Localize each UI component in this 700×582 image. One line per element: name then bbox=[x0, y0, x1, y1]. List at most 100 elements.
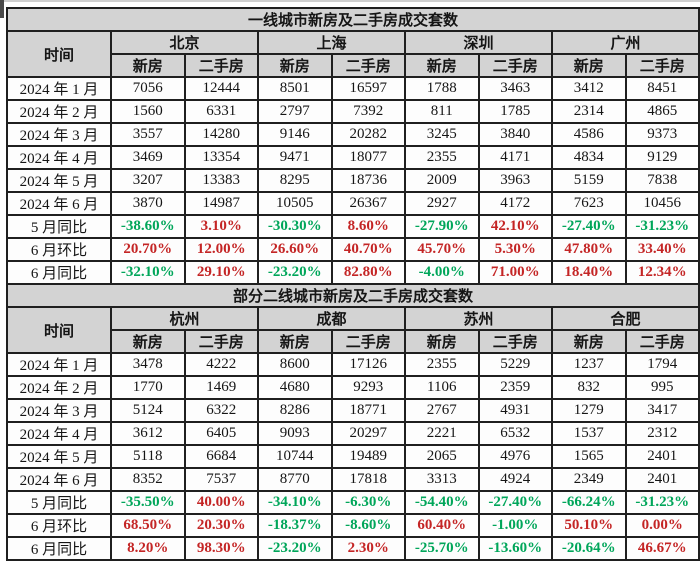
transaction-count-cell: 832 bbox=[551, 375, 627, 400]
transaction-count-cell: 12444 bbox=[183, 76, 259, 101]
transaction-count-cell: 995 bbox=[624, 375, 700, 400]
percentage-cell: -6.30% bbox=[330, 490, 406, 515]
month-data-row: 2024 年 2 月 1770 1469 4680 9293 1106 2359 832 995 bbox=[6, 375, 700, 400]
percentage-cell: -31.23% bbox=[624, 490, 700, 515]
transaction-count-cell: 2767 bbox=[404, 398, 480, 423]
percentage-cell: 42.10% bbox=[477, 214, 553, 239]
transaction-count-cell: 5124 bbox=[110, 398, 186, 423]
transaction-count-cell: 3557 bbox=[110, 122, 186, 147]
percentage-cell: -30.30% bbox=[257, 214, 333, 239]
percentage-row: 6 月环比 68.50% 20.30% -18.37% -8.60% 60.40% -1.0… bbox=[6, 513, 700, 538]
transaction-count-cell: 9146 bbox=[257, 122, 333, 147]
percentage-cell: -66.24% bbox=[551, 490, 627, 515]
transaction-count-cell: 2401 bbox=[624, 467, 700, 492]
percentage-cell: 45.70% bbox=[404, 237, 480, 262]
month-data-row: 2024 年 5 月 3207 13383 8295 18736 2009 3963 5159… bbox=[6, 168, 700, 193]
subheader-new-home: 新房 bbox=[110, 53, 186, 78]
percentage-cell: -54.40% bbox=[404, 490, 480, 515]
subheader-new-home: 新房 bbox=[551, 53, 627, 78]
transaction-count-cell: 8286 bbox=[257, 398, 333, 423]
percentage-cell: 18.40% bbox=[551, 260, 627, 285]
transaction-count-cell: 3412 bbox=[551, 76, 627, 101]
percentage-cell: 47.80% bbox=[551, 237, 627, 262]
subheader-resale-home: 二手房 bbox=[477, 329, 553, 354]
percentage-cell: -23.20% bbox=[257, 260, 333, 285]
transaction-count-cell: 1560 bbox=[110, 99, 186, 124]
percentage-cell: -8.60% bbox=[330, 513, 406, 538]
percentage-cell: 12.34% bbox=[624, 260, 700, 285]
transaction-count-cell: 3612 bbox=[110, 421, 186, 446]
month-label: 2024 年 6 月 bbox=[6, 191, 112, 216]
transaction-count-cell: 2349 bbox=[551, 467, 627, 492]
transaction-count-cell: 2355 bbox=[404, 352, 480, 377]
percentage-cell: -18.37% bbox=[257, 513, 333, 538]
transaction-count-cell: 4931 bbox=[477, 398, 553, 423]
transaction-count-cell: 4924 bbox=[477, 467, 553, 492]
transaction-count-cell: 1785 bbox=[477, 99, 553, 124]
percentage-cell: -23.20% bbox=[257, 536, 333, 561]
city-header-shenzhen: 深圳 bbox=[404, 30, 553, 55]
subheader-resale-home: 二手房 bbox=[183, 53, 259, 78]
month-data-row: 2024 年 4 月 3612 6405 9093 20297 2221 6532 1537 2… bbox=[6, 421, 700, 446]
table-title-row: 部分二线城市新房及二手房成交套数 bbox=[6, 283, 700, 308]
table-title-row: 一线城市新房及二手房成交套数 bbox=[5, 7, 700, 32]
percentage-cell: 0.00% bbox=[624, 513, 700, 538]
month-data-row: 2024 年 3 月 3557 14280 9146 20282 3245 3840 4586… bbox=[6, 122, 700, 147]
transaction-count-cell: 10744 bbox=[257, 444, 333, 469]
transaction-count-cell: 9129 bbox=[624, 145, 700, 170]
transaction-count-cell: 1770 bbox=[110, 375, 186, 400]
transaction-count-cell: 1469 bbox=[183, 375, 259, 400]
transaction-count-cell: 2401 bbox=[624, 444, 700, 469]
percentage-cell: 8.20% bbox=[110, 536, 186, 561]
percentage-cell: -31.23% bbox=[624, 214, 700, 239]
percentage-cell: 33.40% bbox=[624, 237, 700, 262]
month-data-row: 2024 年 5 月 5118 6684 10744 19489 2065 4976 1565… bbox=[6, 444, 700, 469]
month-data-row: 2024 年 1 月 7056 12444 8501 16597 1788 3463 3412… bbox=[6, 76, 700, 101]
transaction-count-cell: 2797 bbox=[257, 99, 333, 124]
transaction-count-cell: 3207 bbox=[110, 168, 186, 193]
subheader-new-home: 新房 bbox=[257, 329, 333, 354]
transaction-count-cell: 7392 bbox=[330, 99, 406, 124]
transaction-count-cell: 1788 bbox=[404, 76, 480, 101]
subheader-resale-home: 二手房 bbox=[330, 329, 406, 354]
transaction-count-cell: 13354 bbox=[183, 145, 259, 170]
month-label: 2024 年 4 月 bbox=[6, 421, 112, 446]
transaction-count-cell: 5159 bbox=[551, 168, 627, 193]
percentage-cell: 98.30% bbox=[183, 536, 259, 561]
percentage-row-label: 6 月同比 bbox=[6, 536, 112, 561]
transaction-count-cell: 2312 bbox=[624, 421, 700, 446]
transaction-count-cell: 17126 bbox=[330, 352, 406, 377]
percentage-row-label: 6 月环比 bbox=[6, 237, 112, 262]
transaction-count-cell: 18736 bbox=[330, 168, 406, 193]
capture-corner-artifact bbox=[0, 0, 4, 18]
transaction-count-cell: 3463 bbox=[477, 76, 553, 101]
transaction-count-cell: 8770 bbox=[257, 467, 333, 492]
percentage-cell: -32.10% bbox=[110, 260, 186, 285]
transaction-count-cell: 8501 bbox=[257, 76, 333, 101]
transaction-count-cell: 1237 bbox=[551, 352, 627, 377]
city-header-row: 时间 杭州 成都 苏州 合肥 bbox=[6, 306, 700, 354]
transaction-count-cell: 8600 bbox=[257, 352, 333, 377]
percentage-cell: 29.10% bbox=[183, 260, 259, 285]
percentage-cell: -13.60% bbox=[477, 536, 553, 561]
transaction-count-cell: 2359 bbox=[477, 375, 553, 400]
transaction-count-cell: 3840 bbox=[477, 122, 553, 147]
transaction-count-cell: 8451 bbox=[624, 76, 700, 101]
subheader-resale-home: 二手房 bbox=[330, 53, 406, 78]
transaction-count-cell: 6405 bbox=[183, 421, 259, 446]
transaction-count-cell: 7623 bbox=[551, 191, 627, 216]
transaction-count-cell: 1279 bbox=[551, 398, 627, 423]
month-data-row: 2024 年 3 月 5124 6322 8286 18771 2767 4931 1279 3… bbox=[6, 398, 700, 423]
screen-edge-hairline bbox=[0, 0, 700, 2]
transaction-count-cell: 10456 bbox=[624, 191, 700, 216]
subheader-new-home: 新房 bbox=[404, 329, 480, 354]
time-header: 时间 bbox=[6, 306, 112, 354]
second-tier-table: 部分二线城市新房及二手房成交套数 时间 杭州 成都 苏州 合肥 新房 二手房 新… bbox=[6, 283, 700, 561]
month-label: 2024 年 5 月 bbox=[6, 168, 112, 193]
transaction-count-cell: 7537 bbox=[183, 467, 259, 492]
transaction-count-cell: 4976 bbox=[477, 444, 553, 469]
subheader-row: 新房 二手房 新房 二手房 新房 二手房 新房 二手房 bbox=[7, 53, 700, 78]
percentage-cell: -34.10% bbox=[257, 490, 333, 515]
transaction-count-cell: 9093 bbox=[257, 421, 333, 446]
transaction-count-cell: 9293 bbox=[330, 375, 406, 400]
